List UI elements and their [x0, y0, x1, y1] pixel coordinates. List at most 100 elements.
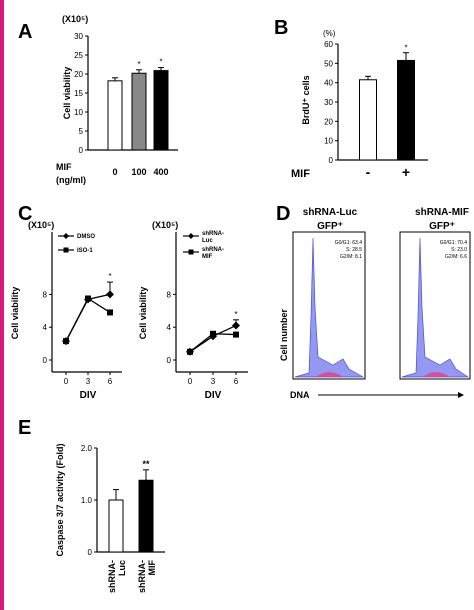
panel-c-left-legend-label: DMSO [77, 234, 95, 240]
panel-c-right-y-tick-label: 8 [167, 290, 172, 299]
panel-c-left-point [106, 290, 114, 299]
panel-d-stat: G0/G1: 63.4 [335, 240, 362, 246]
panel-a-y-tick-label: 15 [74, 89, 83, 98]
panel-e-ylabel: Caspase 3/7 activity (Fold) [55, 443, 65, 556]
panel-a-y-unit: (X10⁵) [62, 14, 88, 24]
panel-c-right-legend-label: Luc [202, 238, 213, 244]
panel-a-x-tick-label: 400 [153, 167, 168, 177]
panel-d-plot-title: shRNA-MIF [415, 207, 469, 218]
panel-c-left-legend-label: ISO-1 [77, 248, 93, 254]
panel-c-left-point [63, 338, 69, 345]
panel-d-s-phase-fill [316, 372, 343, 377]
panel-d-plot-subtitle: GFP⁺ [429, 221, 455, 232]
panel-b-row-label: MIF [291, 168, 310, 180]
panel-c-left-point [85, 295, 91, 302]
panel-a-x-tick-label: 100 [131, 167, 146, 177]
panel-e-bar [108, 499, 124, 553]
panel-a-y-tick-label: 30 [74, 32, 83, 41]
panel-e-y-tick-label: 1.0 [81, 496, 93, 505]
panel-c-right-point [233, 331, 239, 338]
panel-c-left-x-tick-label: 0 [64, 377, 69, 386]
panel-d-plot-subtitle: GFP⁺ [317, 221, 343, 232]
panel-d-x-arrow-head [458, 392, 464, 398]
panel-a-letter: A [18, 21, 32, 43]
panel-c-left-significance: * [108, 272, 111, 281]
panel-c-right-significance: * [234, 310, 237, 319]
panel-a-bar [107, 80, 123, 151]
panel-d-plot-frame [292, 231, 366, 380]
panel-a-bar [153, 70, 169, 151]
panel-c-right-point [232, 321, 240, 330]
panel-d-stat: G0/G1: 70.4 [440, 240, 467, 246]
panel-b-significance: * [404, 44, 407, 53]
panel-e-y-tick-label: 2.0 [81, 444, 93, 453]
panel-c-letter: C [18, 203, 32, 225]
panel-c-right-point [187, 348, 193, 355]
panel-c-right-legend-marker [188, 249, 194, 255]
panel-c-left-y-tick-label: 8 [43, 290, 48, 299]
panel-b-y-tick-label: 60 [324, 40, 333, 49]
panel-e-significance: ** [142, 459, 150, 469]
panel-c-right-x-tick-label: 0 [188, 377, 193, 386]
panel-a-significance: * [137, 60, 140, 69]
panel-a-significance: * [159, 58, 162, 67]
panel-c-right-y-unit: (X10⁵) [152, 220, 178, 230]
panel-c-left-y-unit: (X10⁵) [28, 220, 54, 230]
panel-a-y-tick-label: 25 [74, 51, 83, 60]
panel-c-left-legend-marker [63, 233, 69, 239]
panel-d-histogram [401, 237, 470, 378]
panel-a-bar [131, 72, 147, 151]
panel-d-stat: S: 23.0 [451, 247, 467, 253]
panel-a-y-tick-label: 20 [74, 70, 83, 79]
panel-b-y-unit: (%) [323, 29, 336, 38]
panel-c-left-ylabel: Cell viability [10, 287, 20, 340]
panel-d-plot-title: shRNA-Luc [303, 207, 358, 218]
panel-c-right-point [210, 330, 216, 337]
panel-b-x-tick-label: - [366, 164, 371, 180]
panel-c-right-x-tick-label: 3 [211, 377, 216, 386]
panel-e-letter: E [18, 417, 31, 439]
page-edge-accent-bar [0, 0, 4, 610]
panel-c-right-y-tick-label: 4 [167, 323, 172, 332]
panel-c-right-y-tick-label: 0 [167, 356, 172, 365]
panel-e-x-tick-label: shRNA-MIF [137, 560, 157, 593]
panel-e-bar [138, 479, 154, 553]
panel-c-right-legend-label: shRNA- [202, 247, 224, 253]
panel-d-histogram [294, 237, 365, 378]
panel-a-y-tick-label: 0 [79, 146, 84, 155]
panel-d-stat: S: 28.5 [346, 247, 362, 253]
panel-d-xlabel: DNA [290, 390, 310, 400]
panel-b-ylabel: BrdU⁺ cells [301, 75, 311, 124]
panel-a-y-tick-label: 5 [79, 127, 84, 136]
panel-c-left-legend-marker [63, 247, 69, 253]
panel-c-right-ylabel: Cell viability [138, 287, 148, 340]
panel-a-y-tick-label: 10 [74, 108, 83, 117]
panel-c-right-xlabel: DIV [205, 390, 222, 401]
panel-c-left-x-tick-label: 6 [108, 377, 113, 386]
panel-b-bar [397, 59, 415, 161]
panel-d-stat: G2/M: 6.6 [445, 254, 467, 260]
panel-c-right-legend-marker [188, 233, 194, 239]
panel-b-y-tick-label: 50 [324, 59, 333, 68]
panel-c-left-x-tick-label: 3 [86, 377, 91, 386]
panel-e-x-tick-label: shRNA-Luc [107, 560, 127, 593]
panel-b-y-tick-label: 40 [324, 79, 333, 88]
panel-d-plot-frame [399, 231, 471, 380]
panel-b-x-tick-label: + [402, 164, 410, 180]
panel-b-y-tick-label: 20 [324, 117, 333, 126]
panel-b-y-tick-label: 0 [329, 156, 334, 165]
panel-b-bar [359, 79, 377, 161]
panel-b-y-tick-label: 10 [324, 137, 333, 146]
panel-d-s-phase-fill [423, 372, 450, 377]
panel-c-left-series-line [65, 297, 111, 342]
panel-b-y-tick-label: 30 [324, 98, 333, 107]
panel-a-ylabel: Cell viability [62, 67, 72, 120]
panel-a-row-label: MIF [56, 162, 72, 172]
panel-c-left-y-tick-label: 4 [43, 323, 48, 332]
panel-a-row-unit: (ng/ml) [56, 175, 86, 185]
panel-a-x-tick-label: 0 [112, 167, 117, 177]
panel-c-left-y-tick-label: 0 [43, 356, 48, 365]
panel-c-right-legend-label: MIF [202, 254, 213, 260]
panel-b-letter: B [274, 17, 288, 39]
